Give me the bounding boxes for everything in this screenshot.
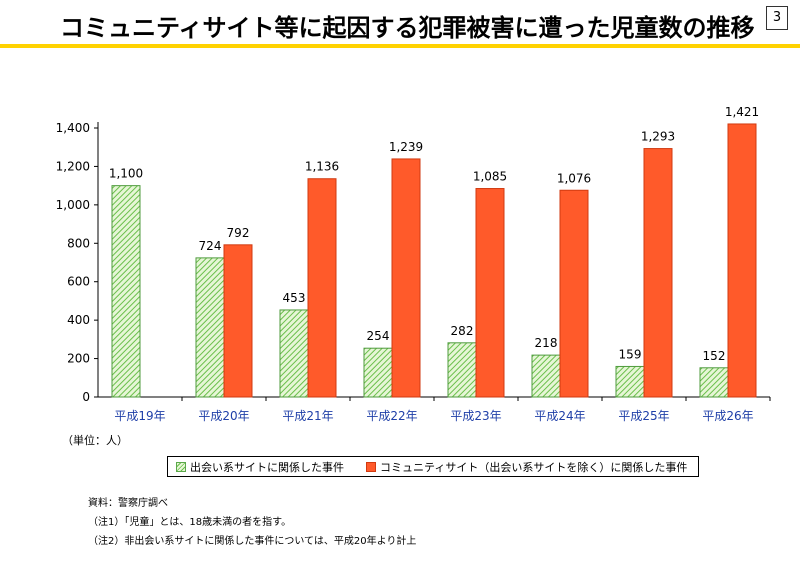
bar-series2 — [307, 178, 337, 398]
bar-series2 — [559, 189, 589, 398]
legend-label-series1: 出会い系サイトに関係した事件 — [190, 460, 344, 474]
data-label: 1,239 — [389, 140, 423, 154]
y-tick-label: 800 — [67, 236, 90, 250]
x-tick-label: 平成25年 — [618, 409, 669, 423]
y-tick-label: 0 — [82, 390, 90, 404]
bar-series2 — [223, 244, 253, 398]
legend-swatch-red — [366, 461, 376, 472]
chart-bars — [111, 123, 757, 398]
legend-item-series2: コミュニティサイト（出会い系サイトを除く）に関係した事件 — [366, 459, 687, 475]
data-label: 282 — [451, 324, 474, 338]
bar-series1 — [363, 347, 393, 398]
y-tick-label: 1,200 — [56, 159, 90, 173]
data-label: 254 — [367, 329, 390, 343]
chart-axes: 0 200 400 600 800 1,000 1,200 1,400 平成19年 平成20年 平成… — [56, 121, 771, 423]
title-underline — [0, 44, 800, 48]
legend-swatch-green — [176, 461, 186, 472]
page-number: 3 — [766, 6, 788, 30]
data-label: 792 — [227, 226, 250, 240]
data-label: 1,100 — [109, 167, 143, 181]
bar-series1 — [195, 257, 225, 398]
data-label: 152 — [703, 349, 726, 363]
bar-series1 — [111, 185, 141, 398]
unit-label: （単位：人） — [62, 434, 128, 447]
data-label: 1,421 — [725, 105, 759, 119]
x-tick-label: 平成23年 — [450, 409, 501, 423]
bar-series1 — [531, 354, 561, 398]
bar-series2 — [391, 158, 421, 398]
note-2: （注2）非出会い系サイトに関係した事件については、平成20年より計上 — [88, 536, 417, 547]
data-label: 1,085 — [473, 170, 507, 184]
x-tick-label: 平成21年 — [282, 409, 333, 423]
x-tick-label: 平成19年 — [114, 409, 165, 423]
chart-labels: 1,100 724 792 453 1,136 254 1,239 282 1,085 218 1,… — [109, 105, 759, 363]
data-label: 724 — [199, 239, 222, 253]
chart-legend: 出会い系サイトに関係した事件 コミュニティサイト（出会い系サイトを除く）に関係し… — [167, 456, 699, 477]
x-tick-label: 平成26年 — [702, 409, 753, 423]
x-tick-label: 平成22年 — [366, 409, 417, 423]
page-title: コミュニティサイト等に起因する犯罪被害に遭った児童数の推移 — [60, 14, 755, 42]
bar-series2 — [727, 123, 757, 398]
data-label: 1,076 — [557, 171, 591, 185]
bar-chart: 0 200 400 600 800 1,000 1,200 1,400 平成19年 平成20年 平成… — [56, 105, 771, 423]
bar-series2 — [475, 188, 505, 398]
legend-label-series2: コミュニティサイト（出会い系サイトを除く）に関係した事件 — [380, 460, 688, 474]
notes-block: 資料：警察庁調べ （注1）「児童」とは、18歳未満の者を指す。 （注2）非出会い… — [88, 494, 416, 551]
bar-series1 — [447, 342, 477, 398]
data-label: 159 — [619, 347, 642, 361]
y-tick-label: 1,400 — [56, 121, 90, 135]
bar-series1 — [615, 365, 645, 398]
data-label: 1,136 — [305, 160, 339, 174]
x-tick-label: 平成24年 — [534, 409, 585, 423]
data-label: 218 — [535, 336, 558, 350]
y-tick-label: 200 — [67, 352, 90, 366]
y-tick-label: 600 — [67, 275, 90, 289]
note-source: 資料：警察庁調べ — [88, 498, 168, 509]
bar-series1 — [699, 367, 729, 398]
note-1: （注1）「児童」とは、18歳未満の者を指す。 — [88, 517, 292, 528]
x-tick-label: 平成20年 — [198, 409, 249, 423]
data-label: 453 — [283, 291, 306, 305]
data-label: 1,293 — [641, 130, 675, 144]
y-tick-label: 1,000 — [56, 198, 90, 212]
bar-series2 — [643, 148, 673, 398]
legend-item-series1: 出会い系サイトに関係した事件 — [176, 459, 344, 475]
y-tick-label: 400 — [67, 313, 90, 327]
bar-series1 — [279, 309, 309, 398]
